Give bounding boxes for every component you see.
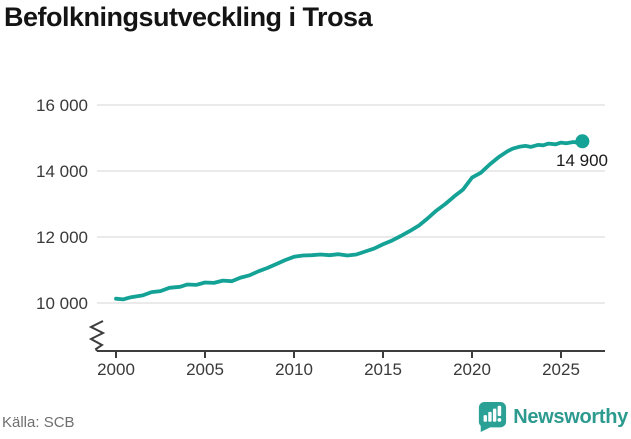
x-axis-ticks — [115, 351, 562, 358]
gridlines — [97, 104, 605, 304]
x-tick-label: 2005 — [186, 360, 224, 379]
newsworthy-wordmark: Newsworthy — [513, 405, 628, 428]
newsworthy-logo[interactable]: Newsworthy — [477, 401, 628, 433]
x-tick-label: 2010 — [275, 360, 313, 379]
population-series-line — [114, 139, 585, 302]
x-tick-label: 2020 — [453, 360, 491, 379]
y-axis-labels: 10 000 12 000 14 000 16 000 — [36, 96, 88, 313]
newsworthy-bar-chart-bubble-icon — [477, 401, 507, 433]
y-tick-label: 12 000 — [36, 228, 88, 247]
y-tick-label: 14 000 — [36, 162, 88, 181]
x-tick-label: 2000 — [97, 360, 135, 379]
x-tick-label: 2025 — [542, 360, 580, 379]
x-axis-labels: 2000 2005 2010 2015 2020 2025 — [97, 360, 580, 379]
source-note: Källa: SCB — [2, 414, 75, 431]
chart-title: Befolkningsutveckling i Trosa — [4, 2, 373, 32]
y-axis-break-zigzag — [88, 320, 106, 352]
y-tick-label: 16 000 — [36, 96, 88, 115]
series-end-dot — [575, 134, 590, 149]
end-value-label: 14 900 — [556, 151, 608, 170]
x-tick-label: 2015 — [364, 360, 402, 379]
y-tick-label: 10 000 — [36, 294, 88, 313]
